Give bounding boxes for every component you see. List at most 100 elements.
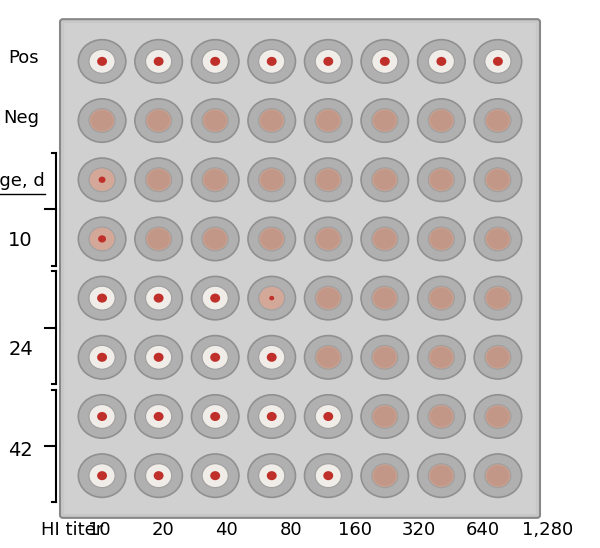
Circle shape [267, 57, 277, 66]
Circle shape [305, 99, 352, 142]
Circle shape [260, 169, 283, 190]
Circle shape [474, 39, 521, 83]
Circle shape [154, 57, 164, 66]
Circle shape [97, 353, 107, 362]
Circle shape [98, 235, 106, 243]
Circle shape [305, 454, 352, 498]
Circle shape [248, 454, 295, 498]
Circle shape [248, 39, 295, 83]
Circle shape [418, 276, 465, 320]
Circle shape [154, 412, 164, 421]
Circle shape [154, 471, 164, 480]
Circle shape [485, 227, 511, 251]
Circle shape [135, 99, 182, 142]
Circle shape [315, 464, 341, 488]
Circle shape [305, 217, 352, 261]
Text: 10: 10 [8, 231, 33, 249]
Circle shape [97, 471, 107, 480]
Circle shape [474, 99, 521, 142]
Circle shape [474, 158, 521, 202]
Circle shape [430, 465, 452, 486]
Circle shape [487, 406, 509, 427]
Circle shape [374, 465, 396, 486]
Circle shape [317, 347, 340, 368]
Circle shape [428, 227, 454, 251]
Text: HI titer: HI titer [41, 522, 103, 539]
Circle shape [259, 49, 285, 73]
Circle shape [210, 294, 220, 302]
Circle shape [191, 158, 239, 202]
Circle shape [418, 217, 465, 261]
Circle shape [210, 353, 220, 362]
Circle shape [146, 168, 172, 192]
Circle shape [323, 412, 333, 421]
Circle shape [89, 49, 115, 73]
Text: 20: 20 [152, 522, 175, 539]
Circle shape [428, 464, 454, 488]
Circle shape [267, 471, 277, 480]
Circle shape [372, 464, 398, 488]
Circle shape [191, 454, 239, 498]
Circle shape [202, 345, 228, 369]
Text: 42: 42 [8, 441, 33, 460]
Circle shape [372, 49, 398, 73]
Circle shape [204, 169, 226, 190]
Circle shape [361, 454, 409, 498]
Circle shape [79, 335, 126, 379]
Circle shape [380, 57, 390, 66]
Circle shape [202, 109, 228, 133]
Circle shape [372, 227, 398, 251]
Circle shape [89, 286, 115, 310]
Text: 160: 160 [338, 522, 372, 539]
Circle shape [248, 395, 295, 438]
Circle shape [135, 335, 182, 379]
Circle shape [154, 353, 164, 362]
Circle shape [428, 345, 454, 369]
Circle shape [430, 110, 452, 131]
Circle shape [361, 395, 409, 438]
Circle shape [372, 345, 398, 369]
Circle shape [148, 169, 170, 190]
Circle shape [259, 464, 285, 488]
Circle shape [372, 404, 398, 429]
Circle shape [487, 110, 509, 131]
Circle shape [91, 110, 113, 131]
Circle shape [315, 227, 341, 251]
Circle shape [89, 168, 115, 192]
Circle shape [305, 39, 352, 83]
Circle shape [485, 404, 511, 429]
Circle shape [361, 276, 409, 320]
Circle shape [204, 110, 226, 131]
Circle shape [191, 39, 239, 83]
Circle shape [430, 229, 452, 249]
Circle shape [191, 395, 239, 438]
Circle shape [97, 57, 107, 66]
Circle shape [269, 296, 274, 300]
Circle shape [135, 276, 182, 320]
Circle shape [323, 57, 333, 66]
Circle shape [372, 168, 398, 192]
Circle shape [315, 404, 341, 429]
Circle shape [97, 294, 107, 302]
Circle shape [202, 168, 228, 192]
Circle shape [315, 109, 341, 133]
Circle shape [418, 99, 465, 142]
FancyBboxPatch shape [60, 19, 540, 518]
Circle shape [374, 347, 396, 368]
Circle shape [79, 99, 126, 142]
Circle shape [418, 158, 465, 202]
Circle shape [361, 335, 409, 379]
Circle shape [98, 176, 106, 183]
Circle shape [305, 395, 352, 438]
Circle shape [418, 395, 465, 438]
Circle shape [89, 404, 115, 429]
Circle shape [374, 229, 396, 249]
Circle shape [202, 49, 228, 73]
Circle shape [374, 110, 396, 131]
Circle shape [259, 286, 285, 310]
Circle shape [267, 353, 277, 362]
Circle shape [135, 39, 182, 83]
Circle shape [474, 454, 521, 498]
Circle shape [487, 229, 509, 249]
Circle shape [259, 168, 285, 192]
